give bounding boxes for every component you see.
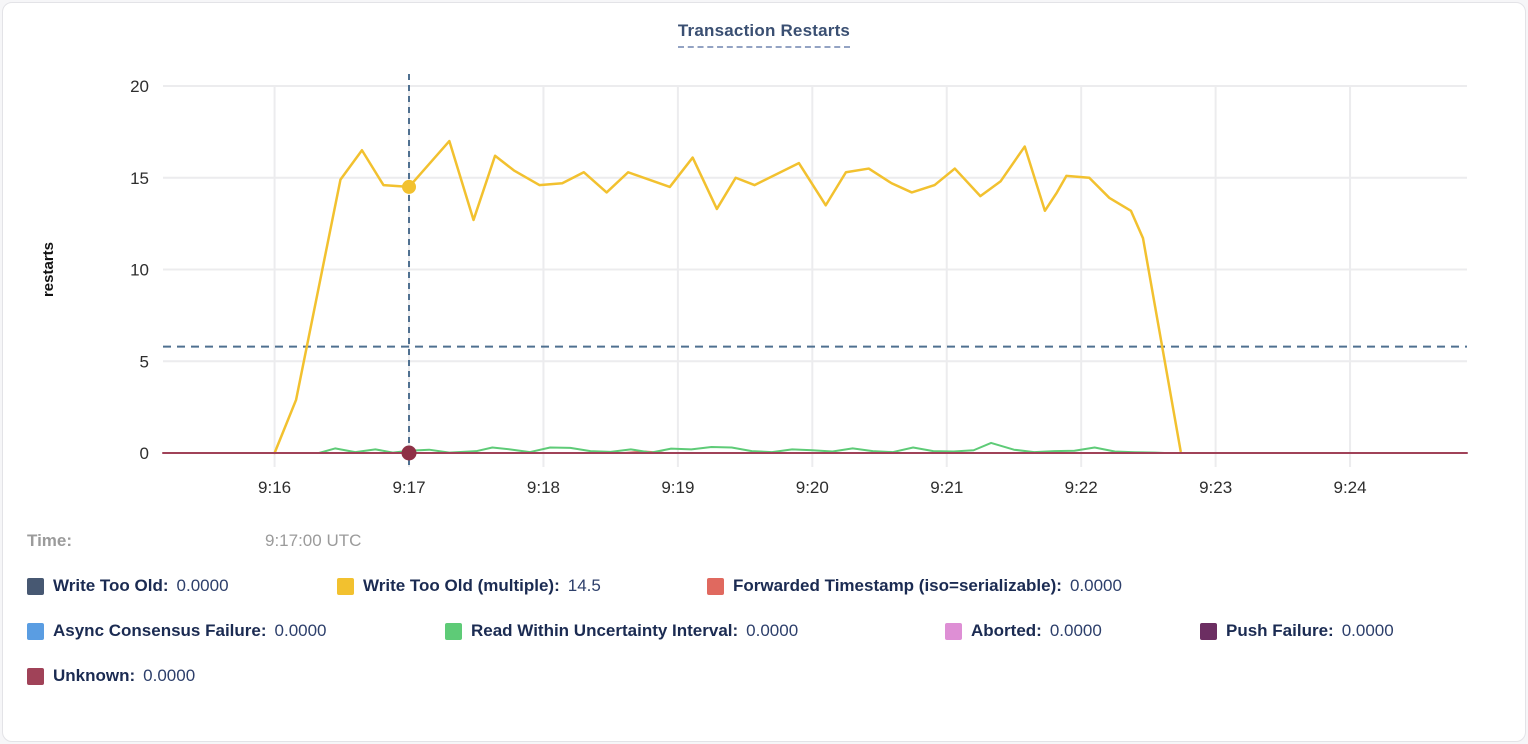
x-tick-label: 9:21 [930, 478, 963, 497]
hover-time-label: Time: [27, 531, 73, 550]
legend-label: Read Within Uncertainty Interval: [471, 621, 739, 640]
legend-label: Async Consensus Failure: [53, 621, 267, 640]
y-axis-label: restarts [40, 242, 57, 297]
legend-item-read-within-uncertainty-interval: Read Within Uncertainty Interval: 0.0000 [445, 621, 945, 641]
gridlines [163, 85, 1467, 467]
legend-swatch-icon [707, 577, 724, 595]
legend-item-write-too-old-multiple: Write Too Old (multiple): 14.5 [337, 576, 707, 596]
x-tick-label: 9:16 [258, 478, 291, 497]
transaction-restarts-chart[interactable]: 0 5 10 15 20 9:16 9:17 9:18 9:19 9:20 9:21 9:22 9:23… [3, 53, 1525, 505]
legend-item-write-too-old: Write Too Old: 0.0000 [27, 576, 337, 596]
hover-time-row: Time: 9:17:00 UTC [3, 531, 1525, 551]
legend-value: 0.0000 [274, 621, 327, 640]
legend-value: 0.0000 [143, 666, 196, 685]
x-tick-label: 9:18 [527, 478, 560, 497]
y-tick-label: 10 [130, 261, 149, 280]
y-tick-label: 0 [140, 444, 149, 463]
hover-point-write-too-old-multiple [402, 179, 417, 194]
legend-label: Forwarded Timestamp (iso=serializable): [733, 576, 1062, 595]
legend-item-unknown: Unknown: 0.0000 [27, 666, 195, 686]
x-tick-label: 9:19 [661, 478, 694, 497]
legend-swatch-icon [27, 667, 44, 685]
x-tick-label: 9:22 [1065, 478, 1098, 497]
legend-row: Async Consensus Failure: 0.0000 Read Withi… [27, 621, 1525, 641]
series-line-read-within-uncertainty-interval [317, 441, 1166, 454]
legend-value: 0.0000 [1069, 576, 1122, 595]
legend-value: 14.5 [567, 576, 601, 595]
legend-value: 0.0000 [1049, 621, 1102, 640]
x-tick-label: 9:20 [796, 478, 829, 497]
x-tick-label: 9:24 [1333, 478, 1366, 497]
chart-legend: Write Too Old: 0.0000 Write Too Old (multi… [3, 576, 1525, 686]
legend-label: Push Failure: [1226, 621, 1334, 640]
legend-swatch-icon [1200, 622, 1217, 640]
legend-value: 0.0000 [176, 576, 229, 595]
legend-label: Write Too Old (multiple): [363, 576, 560, 595]
legend-swatch-icon [945, 622, 962, 640]
hover-point-unknown [401, 445, 417, 461]
legend-value: 0.0000 [1341, 621, 1394, 640]
x-tick-label: 9:23 [1199, 478, 1232, 497]
legend-row: Write Too Old: 0.0000 Write Too Old (multi… [27, 576, 1525, 596]
y-tick-label: 15 [130, 169, 149, 188]
legend-swatch-icon [337, 577, 354, 595]
chart-title[interactable]: Transaction Restarts [677, 21, 851, 48]
legend-item-aborted: Aborted: 0.0000 [945, 621, 1200, 641]
legend-swatch-icon [445, 622, 462, 640]
legend-label: Write Too Old: [53, 576, 169, 595]
tick-labels: 0 5 10 15 20 9:16 9:17 9:18 9:19 9:20 9:21 9:22 9:23… [130, 77, 1367, 497]
x-tick-label: 9:17 [392, 478, 425, 497]
legend-value: 0.0000 [746, 621, 799, 640]
legend-label: Aborted: [971, 621, 1042, 640]
legend-item-forwarded-timestamp-iso-serializable: Forwarded Timestamp (iso=serializable): 0… [707, 576, 1122, 596]
chart-header: Transaction Restarts [3, 21, 1525, 53]
hover-time-value: 9:17:00 UTC [265, 531, 362, 550]
legend-label: Unknown: [53, 666, 136, 685]
legend-swatch-icon [27, 622, 44, 640]
legend-row: Unknown: 0.0000 [27, 666, 1525, 686]
y-tick-label: 20 [130, 77, 149, 96]
y-tick-label: 5 [140, 352, 149, 371]
legend-item-async-consensus-failure: Async Consensus Failure: 0.0000 [27, 621, 445, 641]
series-line-write-too-old-multiple [273, 139, 1182, 455]
legend-item-push-failure: Push Failure: 0.0000 [1200, 621, 1394, 641]
legend-swatch-icon [27, 577, 44, 595]
